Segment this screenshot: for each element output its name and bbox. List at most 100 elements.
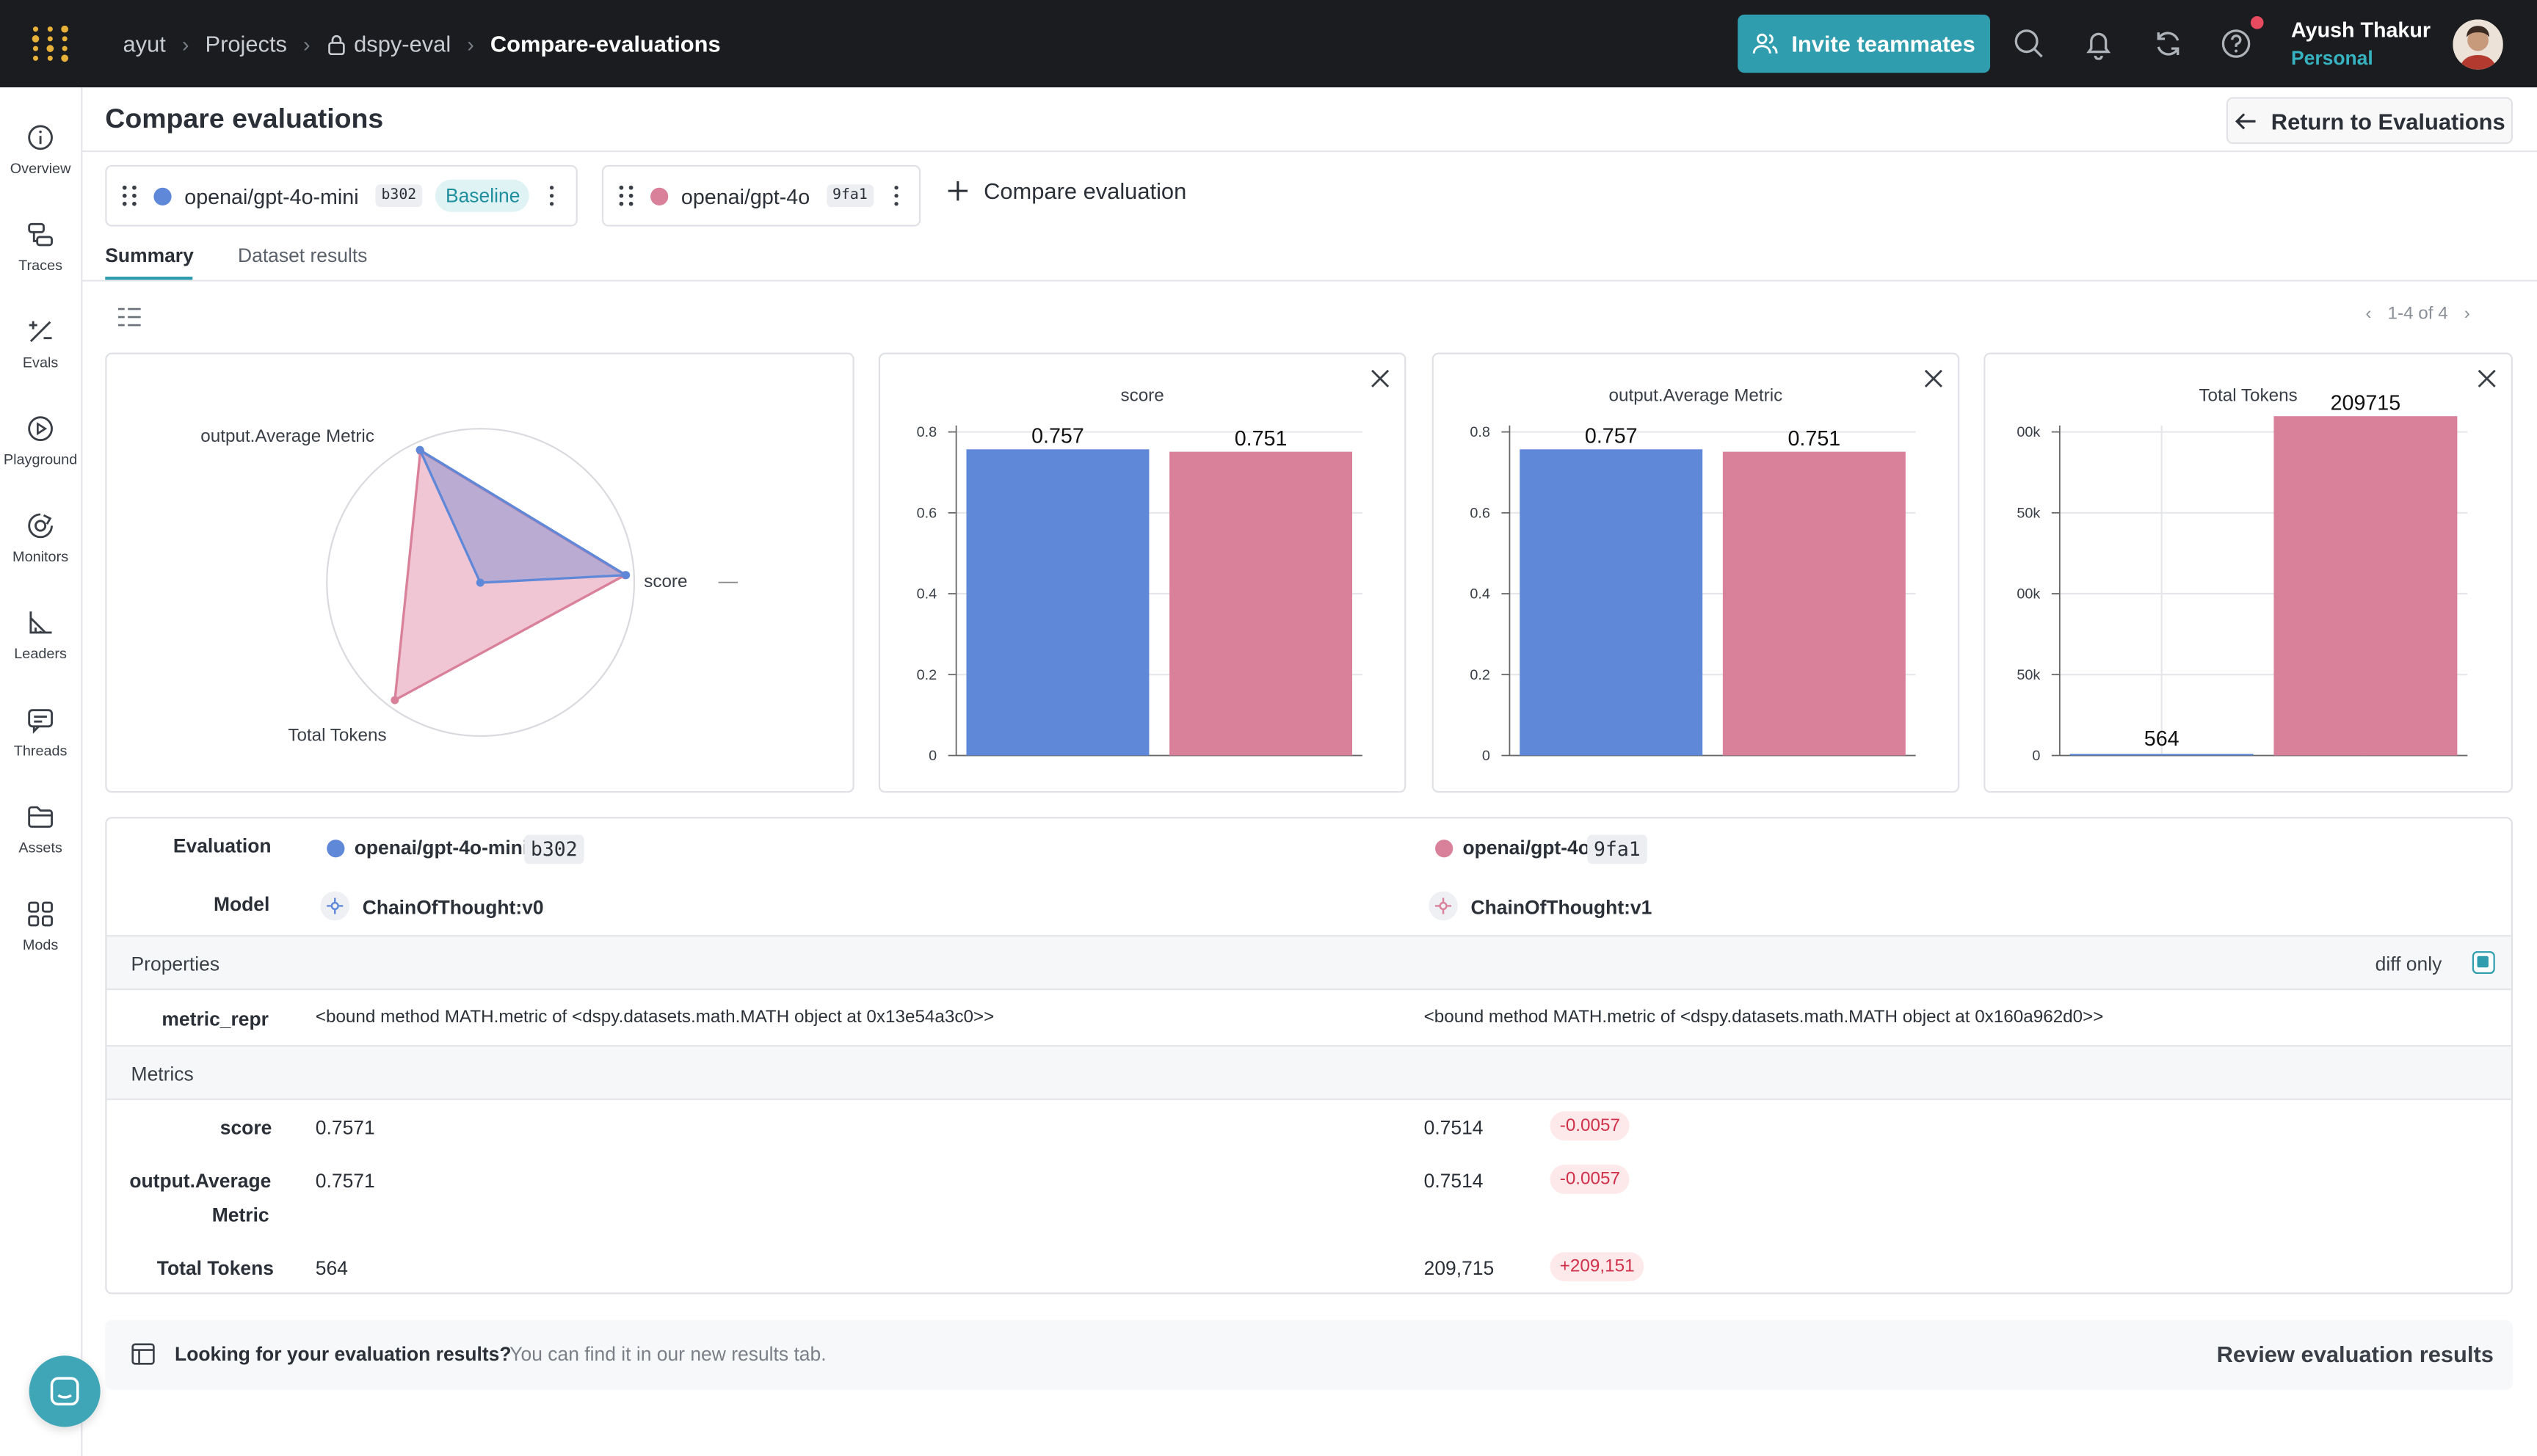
folder-icon <box>28 806 53 828</box>
chat-icon <box>50 1377 79 1406</box>
metric-label: output.Average <box>129 1169 272 1193</box>
sidebar-item-threads[interactable]: Threads <box>0 692 81 773</box>
close-icon[interactable] <box>1371 369 1390 388</box>
sidebar-item-monitors[interactable]: Monitors <box>0 498 81 579</box>
sidebar-item-playground[interactable]: Playground <box>0 401 81 482</box>
metric-repr-value-b: <bound method MATH.metric of <dspy.datas… <box>1423 1008 2104 1027</box>
users-icon <box>1753 33 1778 54</box>
sidebar-item-evals[interactable]: Evals <box>0 304 81 385</box>
traces-icon <box>28 222 53 247</box>
tab-dataset-results[interactable]: Dataset results <box>238 244 368 267</box>
bar[interactable] <box>2273 416 2458 756</box>
y-tick-label: 00k <box>2017 586 2040 603</box>
radar-chart: score output.Average Metric Total Tokens <box>200 426 738 746</box>
search-icon[interactable] <box>2013 27 2045 59</box>
user-name[interactable]: Ayush Thakur <box>2291 18 2431 43</box>
close-icon[interactable] <box>1924 369 1943 388</box>
evaluation-name-a[interactable]: openai/gpt-4o-mini <box>354 836 529 859</box>
bar-value-label: 209715 <box>2331 391 2401 415</box>
active-tab-indicator <box>105 276 193 280</box>
properties-label: Properties <box>131 953 220 976</box>
radar-axis-label: score <box>644 572 687 592</box>
evaluation-name: openai/gpt-4o <box>680 183 810 208</box>
chat-support-button[interactable] <box>29 1355 101 1427</box>
metric-value-a: 0.7571 <box>315 1116 375 1139</box>
close-icon[interactable] <box>2477 369 2496 388</box>
compare-label: Compare evaluation <box>984 178 1187 204</box>
drag-handle-icon[interactable] <box>121 184 137 207</box>
metric-repr-label: metric_repr <box>161 1008 269 1031</box>
evaluation-chip-baseline[interactable]: openai/gpt-4o-mini b302 Baseline <box>105 164 578 227</box>
chart-pager: ‹ 1-4 of 4 › <box>2365 304 2470 323</box>
wandb-logo-icon[interactable] <box>31 24 70 63</box>
evaluation-tag-a: b302 <box>524 834 584 864</box>
model-name-a[interactable]: ChainOfThought:v0 <box>362 896 544 920</box>
sidebar-item-leaders[interactable]: Leaders <box>0 595 81 676</box>
page-title: Compare evaluations <box>105 103 384 134</box>
evaluation-name: openai/gpt-4o-mini <box>184 183 359 208</box>
breadcrumb: ayut › Projects › dspy-eval › Compare-ev… <box>123 0 721 87</box>
grid-icon <box>28 901 53 927</box>
chart-title: Total Tokens <box>2199 386 2298 407</box>
sidebar-item-mods[interactable]: Mods <box>0 887 81 967</box>
banner-text: You can find it in our new results tab. <box>509 1342 827 1366</box>
help-icon[interactable] <box>2220 27 2252 59</box>
compare-evaluation-button[interactable]: Compare evaluation <box>946 178 1187 204</box>
properties-section-header: Properties diff only <box>106 935 2511 991</box>
y-tick-label: 50k <box>2017 505 2040 521</box>
radar-axis-label: output.Average Metric <box>200 426 374 446</box>
metric-list-icon[interactable] <box>117 307 141 327</box>
chevron-left-icon[interactable]: ‹ <box>2365 304 2372 324</box>
metric-label-continued: Metric <box>211 1204 269 1226</box>
series-color-dot <box>327 840 345 858</box>
radar-point <box>391 696 399 705</box>
average-metric-bar-chart: 0 0.2 0.4 0.6 0.8 0.757 0.751 <box>1470 424 1916 764</box>
bar[interactable] <box>1722 451 1906 756</box>
score-bar-chart: 0 0.2 0.4 0.6 0.8 0.757 0.751 <box>917 424 1362 764</box>
bar-value-label: 0.751 <box>1788 427 1841 451</box>
leaderboard-icon <box>29 611 52 634</box>
breadcrumb-entity[interactable]: ayut <box>123 30 166 57</box>
diff-only-checkbox[interactable] <box>2472 951 2495 975</box>
user-plan[interactable]: Personal <box>2291 46 2373 70</box>
model-name-b[interactable]: ChainOfThought:v1 <box>1470 896 1652 920</box>
evaluation-tag: b302 <box>374 184 424 208</box>
sidebar-item-traces[interactable]: Traces <box>0 207 81 288</box>
return-to-evaluations-button[interactable]: Return to Evaluations <box>2226 97 2513 145</box>
chevron-right-icon[interactable]: › <box>2464 304 2470 324</box>
invite-label: Invite teammates <box>1791 30 1975 57</box>
breadcrumb-project[interactable]: dspy-eval <box>354 30 451 57</box>
more-vertical-icon[interactable] <box>893 184 900 207</box>
sidebar-item-assets[interactable]: Assets <box>0 790 81 870</box>
invite-teammates-button[interactable]: Invite teammates <box>1738 14 1991 73</box>
avatar[interactable] <box>2453 19 2503 70</box>
evaluation-name-b[interactable]: openai/gpt-4o <box>1462 836 1590 859</box>
evaluation-chip-compare[interactable]: openai/gpt-4o 9fa1 <box>601 164 921 227</box>
refresh-icon[interactable] <box>2152 27 2184 59</box>
top-bar: ayut › Projects › dspy-eval › Compare-ev… <box>0 0 2537 88</box>
tab-summary[interactable]: Summary <box>105 244 194 267</box>
bar[interactable] <box>966 449 1150 756</box>
bar[interactable] <box>1169 451 1353 756</box>
drag-handle-icon[interactable] <box>618 184 634 207</box>
more-vertical-icon[interactable] <box>549 184 556 207</box>
metric-value-a: 0.7571 <box>315 1169 375 1193</box>
notification-dot <box>2250 16 2264 29</box>
review-evaluation-results-button[interactable]: Review evaluation results <box>2216 1341 2494 1367</box>
sidebar-item-overview[interactable]: Overview <box>0 110 81 191</box>
sidebar-item-label: Leaders <box>14 645 67 662</box>
return-label: Return to Evaluations <box>2271 107 2505 134</box>
metric-delta-badge: -0.0057 <box>1550 1111 1630 1141</box>
bell-icon[interactable] <box>2083 27 2115 60</box>
bar[interactable] <box>1520 449 1703 756</box>
bar[interactable] <box>2069 754 2254 756</box>
metrics-label: Metrics <box>131 1063 194 1086</box>
series-color-dot <box>153 186 172 205</box>
evals-icon <box>29 321 52 343</box>
radar-series-area <box>417 446 631 584</box>
evaluation-tag: 9fa1 <box>826 184 874 208</box>
metric-value-a: 564 <box>315 1256 348 1280</box>
header-divider <box>82 150 2537 153</box>
breadcrumb-projects[interactable]: Projects <box>205 30 287 57</box>
metric-delta-badge: -0.0057 <box>1550 1165 1630 1194</box>
